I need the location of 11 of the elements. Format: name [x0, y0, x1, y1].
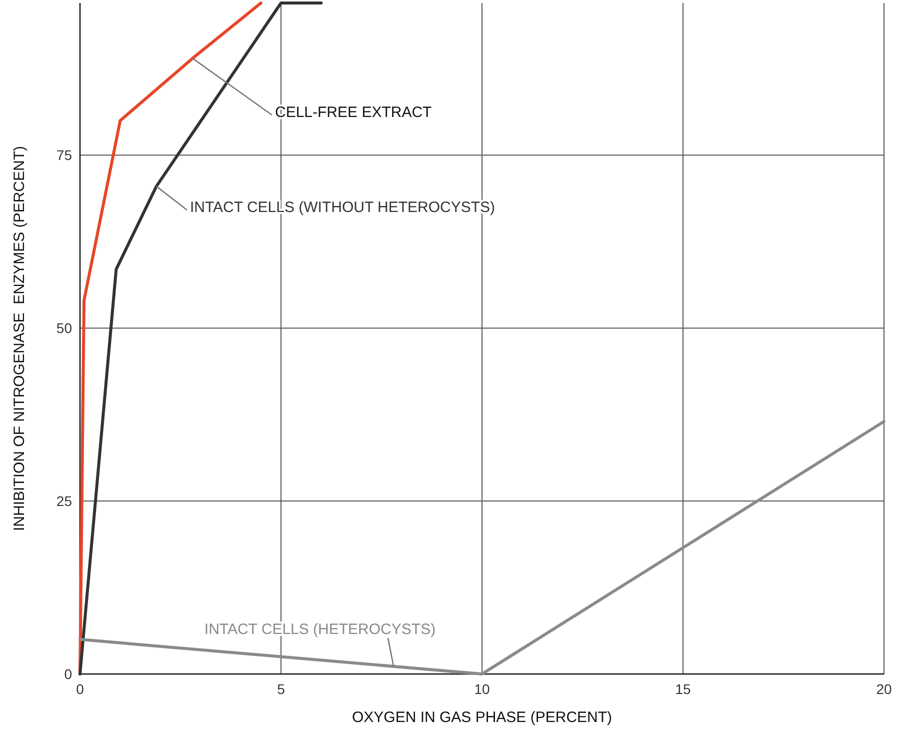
x-axis-title: OXYGEN IN GAS PHASE (PERCENT) [352, 709, 612, 726]
y-tick-label: 75 [56, 147, 72, 164]
x-tick-label: 10 [474, 681, 490, 697]
x-tick-label: 0 [76, 681, 84, 697]
x-tick-label: 5 [277, 681, 286, 697]
x-tick-label: 20 [876, 681, 892, 697]
y-tick-label: 0 [64, 666, 72, 682]
x-tick-label: 15 [675, 681, 691, 697]
y-tick-label: 25 [56, 493, 72, 510]
y-tick-label: 50 [56, 320, 72, 336]
y-axis-title: INHIBITION OF NITROGENASE ENZYMES (PERCENT) [11, 146, 28, 532]
